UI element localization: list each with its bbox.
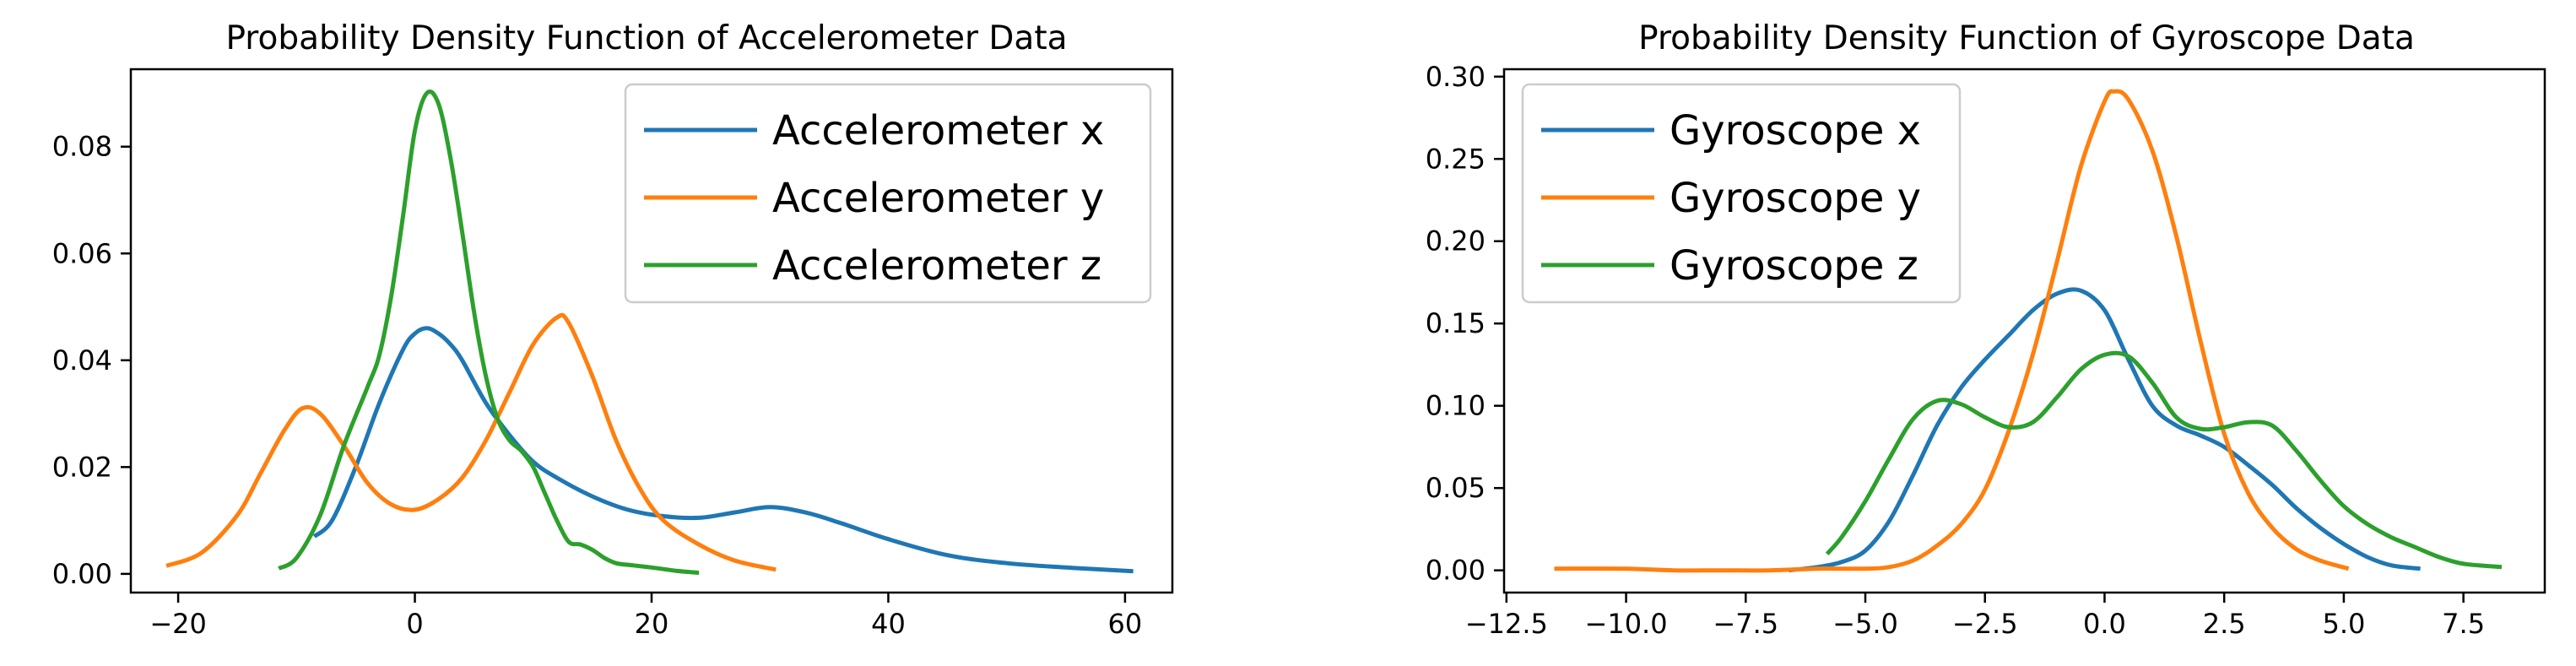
plot-frame [1502, 68, 2546, 594]
y-tick-label: 0.06 [52, 237, 112, 269]
x-tick-label: −10.0 [1585, 608, 1668, 640]
x-tick-label: −5.0 [1832, 608, 1898, 640]
y-tick-label: 0.05 [1426, 472, 1486, 504]
series-line-accelerometer-z [278, 89, 700, 576]
y-tick-label: 0.08 [52, 131, 112, 163]
series-line-accelerometer-x [312, 326, 1134, 574]
y-tick-label: 0.15 [1426, 307, 1486, 339]
series-line-accelerometer-y [165, 312, 777, 572]
legend-label-gyroscope-z: Gyroscope z [1670, 242, 1918, 290]
legend-box [624, 83, 1152, 304]
y-tick-label: 0.04 [52, 344, 112, 376]
legend: Gyroscope x Gyroscope y Gyroscope z [1521, 83, 1962, 304]
legend-label-gyroscope-x: Gyroscope x [1670, 107, 1921, 154]
y-tick-label: 0.10 [1426, 390, 1486, 422]
legend-box [1521, 83, 1962, 304]
x-tick-label: 0 [406, 608, 423, 640]
x-tick-label: −7.5 [1713, 608, 1778, 640]
legend-label-accelerometer-y: Accelerometer y [772, 175, 1104, 222]
legend-label-accelerometer-x: Accelerometer x [772, 107, 1104, 154]
series-line-gyroscope-y [1554, 89, 2350, 573]
x-tick-label: −12.5 [1465, 608, 1548, 640]
y-tick-label: 0.30 [1426, 61, 1486, 93]
chart-title: Probability Density Function of Gyroscop… [1638, 19, 2415, 57]
chart-title: Probability Density Function of Accelero… [225, 19, 1067, 57]
x-tick-label: 60 [1108, 608, 1143, 640]
gyroscope-pdf-chart: Probability Density Function of Gyroscop… [1426, 19, 2546, 640]
series-line-gyroscope-z [1825, 350, 2503, 570]
x-tick-label: 2.5 [2203, 608, 2246, 640]
x-tick-label: −2.5 [1952, 608, 2018, 640]
y-tick-label: 0.25 [1426, 143, 1486, 175]
x-tick-label: 7.5 [2442, 608, 2485, 640]
x-tick-label: 20 [635, 608, 669, 640]
x-tick-label: −20 [149, 608, 207, 640]
legend: Accelerometer x Accelerometer y Accelerome… [624, 83, 1152, 304]
series-line-gyroscope-x [1788, 287, 2421, 573]
legend-label-accelerometer-z: Accelerometer z [772, 242, 1101, 290]
y-tick-label: 0.00 [1426, 555, 1486, 587]
x-tick-label: 5.0 [2322, 608, 2365, 640]
x-tick-label: 0.0 [2083, 608, 2126, 640]
legend-label-gyroscope-y: Gyroscope y [1670, 175, 1921, 222]
y-tick-label: 0.02 [52, 451, 112, 483]
y-tick-label: 0.20 [1426, 225, 1486, 257]
accelerometer-pdf-chart: Probability Density Function of Accelero… [52, 19, 1174, 640]
x-tick-label: 40 [871, 608, 906, 640]
y-tick-label: 0.00 [52, 558, 112, 590]
